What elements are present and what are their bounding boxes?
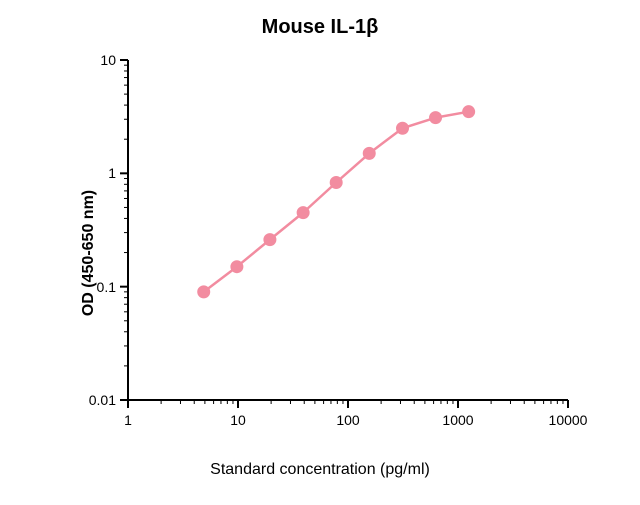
- y-tick-label: 0.01: [68, 392, 116, 408]
- plot-svg: [0, 0, 640, 505]
- chart-container: Mouse IL-1β OD (450-650 nm) Standard con…: [0, 0, 640, 505]
- x-tick-label: 10: [208, 412, 268, 428]
- x-tick-label: 1: [98, 412, 158, 428]
- y-tick-label: 1: [68, 165, 116, 181]
- y-tick-label: 10: [68, 52, 116, 68]
- x-tick-label: 10000: [538, 412, 598, 428]
- y-tick-label: 0.1: [68, 279, 116, 295]
- x-tick-label: 1000: [428, 412, 488, 428]
- x-tick-label: 100: [318, 412, 378, 428]
